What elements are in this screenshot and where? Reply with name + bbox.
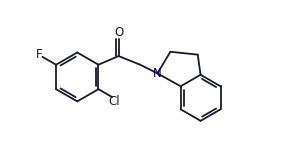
Text: N: N — [153, 67, 162, 80]
Text: F: F — [36, 48, 43, 61]
Text: O: O — [114, 26, 123, 39]
Text: Cl: Cl — [109, 95, 120, 108]
